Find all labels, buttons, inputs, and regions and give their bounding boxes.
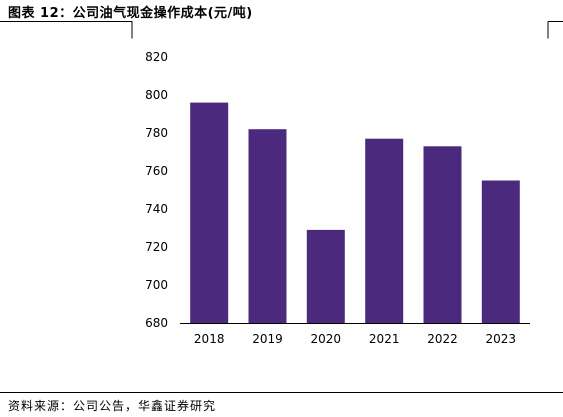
x-tick-label-2018: 2018 xyxy=(194,332,225,346)
bar-2019 xyxy=(248,129,287,323)
labels-layer: 2018 2019 2020 2021 2022 2023 680 700 720 740 760 7… xyxy=(145,50,516,346)
y-tick-label-760: 760 xyxy=(145,164,168,178)
y-tick-label-720: 720 xyxy=(145,240,168,254)
bars-layer xyxy=(190,102,520,323)
x-tick-label-2022: 2022 xyxy=(427,332,458,346)
bar-2020 xyxy=(306,229,345,323)
y-tick-label-780: 780 xyxy=(145,126,168,140)
x-tick-label-2023: 2023 xyxy=(486,332,517,346)
x-tick-label-2021: 2021 xyxy=(369,332,400,346)
y-tick-label-700: 700 xyxy=(145,278,168,292)
y-tick-label-740: 740 xyxy=(145,202,168,216)
y-tick-label-800: 800 xyxy=(145,88,168,102)
figure-title: 图表 12：公司油气现金操作成本(元/吨) xyxy=(8,6,253,21)
y-tick-label-680: 680 xyxy=(145,316,168,330)
bar-2021 xyxy=(365,138,404,323)
footer-divider xyxy=(0,392,563,393)
bar-2022 xyxy=(423,146,462,323)
bar-2018 xyxy=(190,102,229,323)
source-note: 资料来源：公司公告，华鑫证券研究 xyxy=(8,399,217,413)
x-tick-label-2020: 2020 xyxy=(311,332,342,346)
y-tick-label-820: 820 xyxy=(145,50,168,64)
bar-2023 xyxy=(481,180,520,323)
x-tick-label-2019: 2019 xyxy=(252,332,283,346)
